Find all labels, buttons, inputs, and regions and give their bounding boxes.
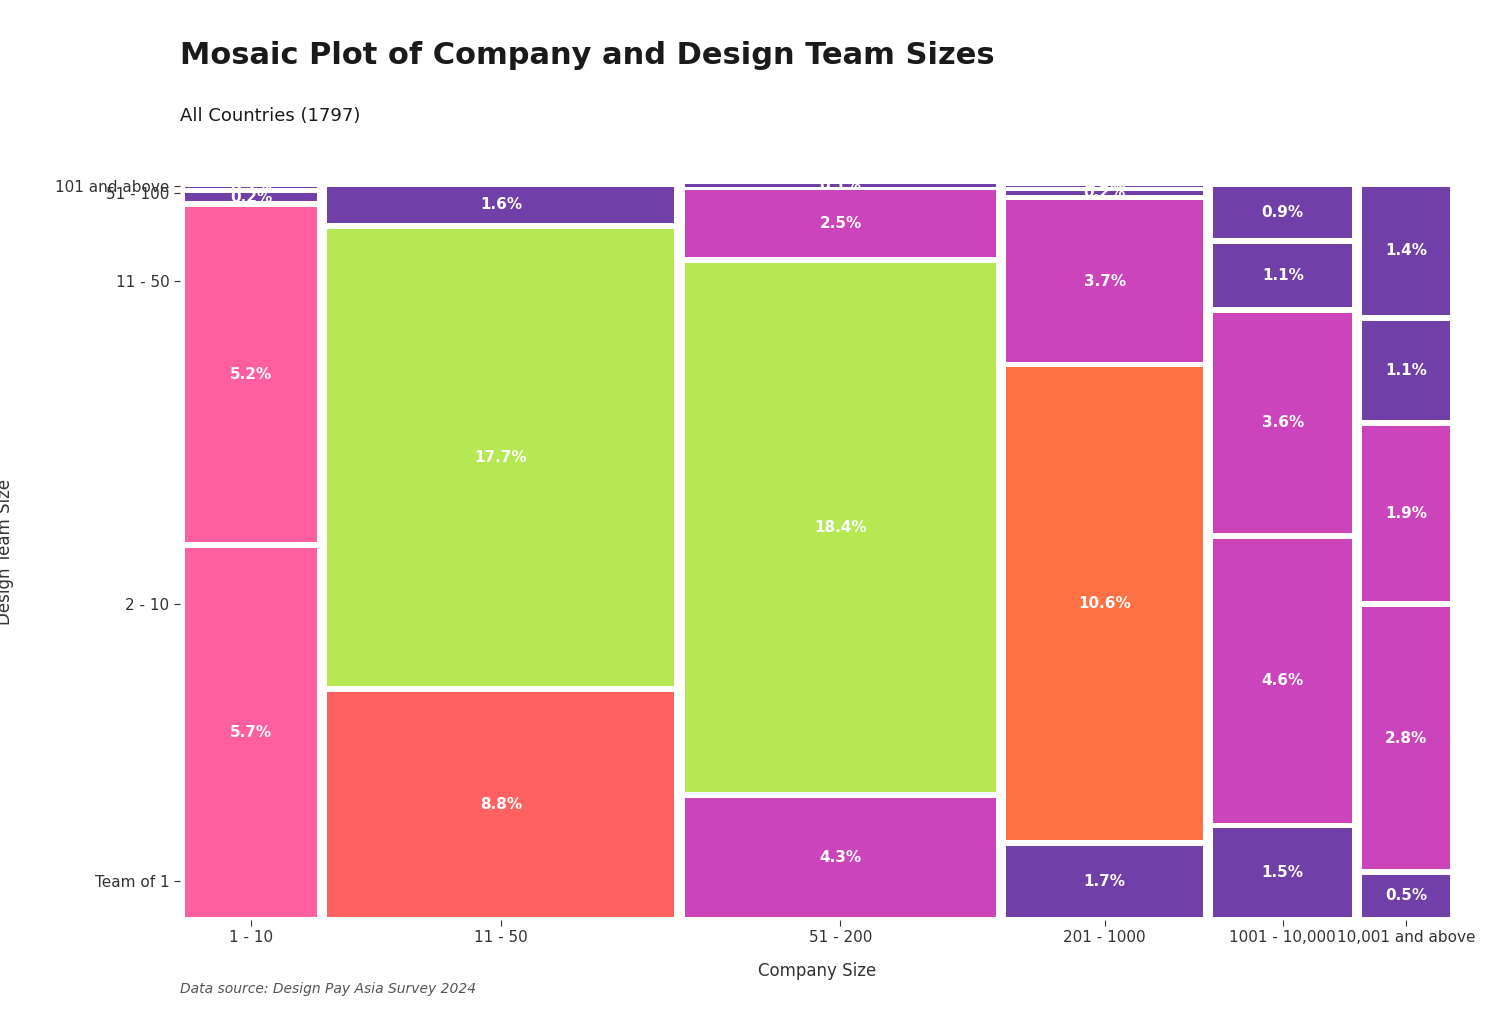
FancyBboxPatch shape	[1362, 187, 1450, 315]
Text: 1.9%: 1.9%	[1384, 506, 1426, 521]
Text: 1.1%: 1.1%	[1384, 363, 1426, 378]
Text: Mosaic Plot of Company and Design Team Sizes: Mosaic Plot of Company and Design Team S…	[180, 41, 995, 69]
Text: 1.7%: 1.7%	[1084, 874, 1126, 889]
Text: 17.7%: 17.7%	[474, 450, 528, 465]
FancyBboxPatch shape	[327, 692, 675, 917]
Text: 8.8%: 8.8%	[480, 797, 522, 812]
FancyBboxPatch shape	[684, 184, 996, 187]
Text: 3.6%: 3.6%	[1262, 416, 1304, 430]
FancyBboxPatch shape	[1007, 186, 1203, 187]
Text: 1.4%: 1.4%	[1384, 243, 1426, 259]
Text: 0.2%: 0.2%	[1083, 185, 1126, 200]
Text: Data source: Design Pay Asia Survey 2024: Data source: Design Pay Asia Survey 2024	[180, 982, 476, 996]
Text: 1.6%: 1.6%	[480, 197, 522, 213]
FancyBboxPatch shape	[184, 193, 318, 200]
FancyBboxPatch shape	[1214, 187, 1352, 238]
Text: 3.7%: 3.7%	[1083, 274, 1126, 288]
FancyBboxPatch shape	[184, 548, 318, 917]
Text: 0.9%: 0.9%	[1262, 204, 1304, 220]
FancyBboxPatch shape	[1007, 191, 1203, 194]
Text: 4.6%: 4.6%	[1262, 673, 1304, 688]
Text: 4.3%: 4.3%	[819, 849, 861, 865]
Y-axis label: Design Team Size: Design Team Size	[0, 479, 13, 624]
Text: 0.1%: 0.1%	[230, 180, 272, 195]
FancyBboxPatch shape	[1007, 368, 1203, 840]
FancyBboxPatch shape	[184, 206, 318, 543]
Text: 10.6%: 10.6%	[1078, 596, 1131, 611]
Text: 2.8%: 2.8%	[1384, 731, 1426, 746]
Text: 2.5%: 2.5%	[819, 216, 861, 231]
FancyBboxPatch shape	[1007, 846, 1203, 917]
Text: 0.1%: 0.1%	[819, 178, 861, 193]
FancyBboxPatch shape	[684, 190, 996, 257]
Text: 1.5%: 1.5%	[1262, 866, 1304, 880]
FancyBboxPatch shape	[1362, 426, 1450, 602]
FancyBboxPatch shape	[1214, 829, 1352, 917]
FancyBboxPatch shape	[1362, 321, 1450, 420]
FancyBboxPatch shape	[327, 229, 675, 687]
FancyBboxPatch shape	[1214, 243, 1352, 307]
X-axis label: Company Size: Company Size	[759, 962, 876, 980]
Text: 5.2%: 5.2%	[230, 367, 273, 382]
Text: 0.5%: 0.5%	[1384, 888, 1426, 903]
FancyBboxPatch shape	[1007, 200, 1203, 362]
Text: 0.2%: 0.2%	[230, 190, 273, 204]
Text: 1.1%: 1.1%	[1262, 268, 1304, 283]
Text: 5.7%: 5.7%	[230, 725, 272, 740]
Text: All Countries (1797): All Countries (1797)	[180, 107, 360, 126]
FancyBboxPatch shape	[1362, 875, 1450, 917]
FancyBboxPatch shape	[684, 263, 996, 792]
FancyBboxPatch shape	[684, 798, 996, 917]
FancyBboxPatch shape	[1214, 313, 1352, 533]
FancyBboxPatch shape	[327, 187, 675, 223]
FancyBboxPatch shape	[1362, 607, 1450, 869]
Text: 18.4%: 18.4%	[815, 519, 867, 535]
Text: 0.1%: 0.1%	[1084, 179, 1126, 194]
FancyBboxPatch shape	[1214, 539, 1352, 823]
